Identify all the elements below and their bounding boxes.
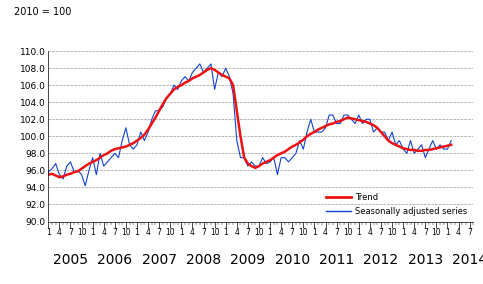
Trend — [168, 92, 173, 95]
Seasonally adjusted series — [168, 92, 173, 95]
Trend — [338, 119, 343, 123]
Seasonally adjusted series — [338, 122, 343, 125]
Line: Seasonally adjusted series: Seasonally adjusted series — [48, 64, 451, 186]
Trend — [249, 164, 255, 168]
Seasonally adjusted series — [238, 156, 243, 159]
Trend — [430, 147, 436, 151]
Legend: Trend, Seasonally adjusted series: Trend, Seasonally adjusted series — [325, 191, 469, 217]
Trend — [57, 176, 62, 179]
Trend — [238, 135, 243, 138]
Seasonally adjusted series — [45, 170, 51, 174]
Trend — [448, 143, 454, 147]
Trend — [208, 66, 214, 70]
Trend — [444, 144, 450, 147]
Text: 2010 = 100: 2010 = 100 — [14, 7, 71, 17]
Seasonally adjusted series — [448, 139, 454, 142]
Seasonally adjusted series — [430, 139, 436, 142]
Trend — [45, 173, 51, 176]
Seasonally adjusted series — [444, 147, 450, 151]
Seasonally adjusted series — [249, 160, 255, 164]
Seasonally adjusted series — [197, 62, 203, 66]
Seasonally adjusted series — [83, 184, 88, 187]
Line: Trend: Trend — [48, 68, 451, 177]
